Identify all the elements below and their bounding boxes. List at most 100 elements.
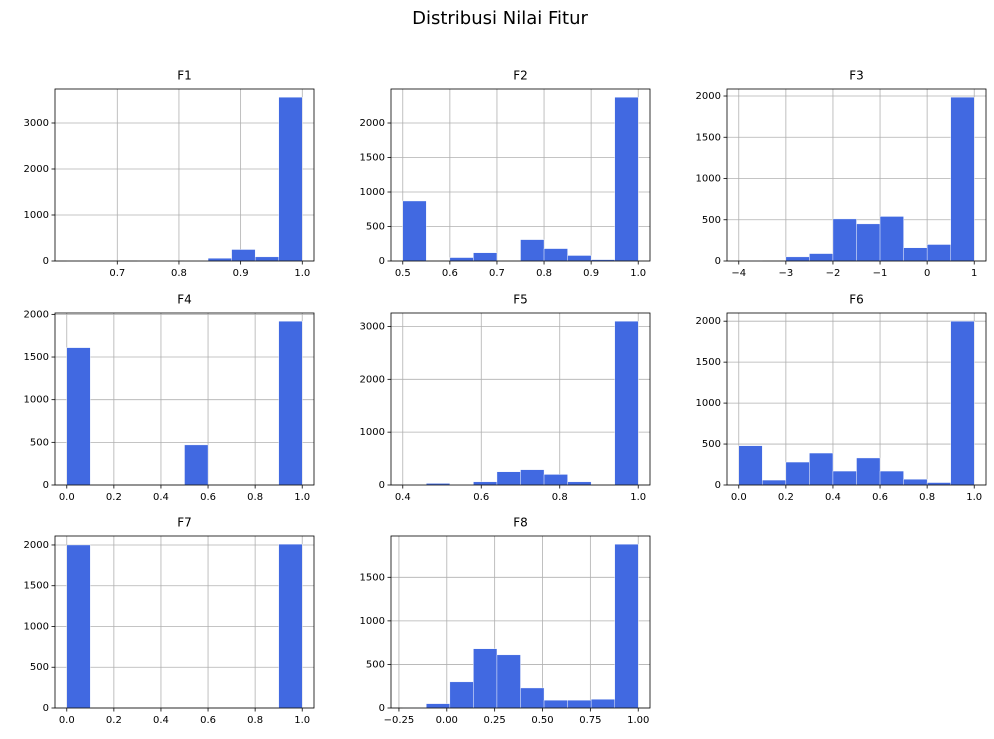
bar — [520, 687, 545, 709]
bar — [926, 244, 951, 262]
bar — [614, 543, 639, 709]
y-tick-label: 1000 — [24, 621, 49, 632]
y-tick-label: 500 — [702, 215, 721, 226]
bar — [254, 256, 279, 262]
bar — [231, 249, 256, 262]
x-tick-label: 0.0 — [59, 492, 75, 503]
x-tick-label: 0.8 — [919, 492, 935, 503]
bar — [856, 223, 881, 262]
axes-frame — [54, 312, 315, 486]
x-tick-label: 1.0 — [966, 492, 982, 503]
subplot-title: F7 — [177, 516, 192, 530]
y-tick-label: 1500 — [696, 132, 721, 143]
y-tick-label: 2000 — [696, 91, 721, 102]
x-tick-label: 0.9 — [233, 268, 249, 279]
y-tick-label: 0 — [43, 480, 49, 491]
bar — [449, 257, 474, 262]
x-tick-label: 0.2 — [106, 492, 122, 503]
x-tick-label: −2 — [826, 268, 841, 279]
figure-title: Distribusi Nilai Fitur — [412, 8, 588, 29]
x-tick-label: 0.50 — [531, 715, 553, 726]
x-tick-label: 0.8 — [247, 492, 263, 503]
bar — [832, 218, 857, 262]
x-tick-label: 0.2 — [106, 715, 122, 726]
bar — [402, 200, 427, 262]
y-tick-label: 0 — [379, 703, 385, 714]
x-tick-label: 0.7 — [109, 268, 125, 279]
bar — [278, 543, 303, 709]
subplot-title: F5 — [513, 293, 528, 307]
bar — [543, 248, 568, 262]
bar — [738, 445, 763, 486]
x-tick-label: 1.0 — [630, 492, 646, 503]
bar — [520, 239, 545, 262]
axes-frame — [54, 88, 315, 262]
x-tick-label: 0.6 — [442, 268, 458, 279]
y-tick-label: 1500 — [24, 352, 49, 363]
bar — [184, 444, 209, 486]
bar — [543, 474, 568, 486]
axes-frame — [726, 312, 987, 486]
bar — [856, 457, 881, 486]
subplot-title: F3 — [849, 69, 864, 83]
x-tick-label: −0.25 — [384, 715, 415, 726]
y-tick-label: 0 — [379, 256, 385, 267]
y-tick-label: 500 — [366, 659, 385, 670]
bar — [520, 469, 545, 486]
x-tick-label: 0.6 — [872, 492, 888, 503]
y-tick-label: 500 — [702, 439, 721, 450]
y-tick-label: 2000 — [24, 164, 49, 175]
y-tick-label: 2000 — [360, 374, 385, 385]
x-tick-label: 0.6 — [200, 715, 216, 726]
x-tick-label: 0.7 — [489, 268, 505, 279]
bar — [496, 654, 521, 709]
bar — [66, 544, 91, 709]
y-tick-label: 1000 — [24, 210, 49, 221]
x-tick-label: 0.0 — [59, 715, 75, 726]
bar — [785, 461, 810, 486]
bar — [879, 216, 904, 262]
bar — [66, 347, 91, 486]
y-tick-label: 1000 — [24, 395, 49, 406]
bar — [762, 479, 787, 486]
bar — [449, 681, 474, 709]
y-tick-label: 2000 — [24, 309, 49, 320]
bar — [950, 96, 975, 262]
y-tick-label: 0 — [43, 703, 49, 714]
x-tick-label: 0.4 — [153, 492, 169, 503]
x-tick-label: 1.0 — [294, 492, 310, 503]
y-tick-label: 1500 — [696, 357, 721, 368]
y-tick-label: 500 — [366, 222, 385, 233]
subplot-title: F2 — [513, 69, 528, 83]
y-tick-label: 1000 — [696, 174, 721, 185]
y-tick-label: 1500 — [360, 153, 385, 164]
y-tick-label: 3000 — [360, 321, 385, 332]
x-tick-label: −3 — [778, 268, 793, 279]
bar — [785, 256, 810, 262]
axes-frame — [390, 535, 651, 709]
x-tick-label: 0.25 — [484, 715, 506, 726]
x-tick-label: 0.4 — [395, 492, 411, 503]
axes-frame — [54, 535, 315, 709]
y-tick-label: 2000 — [360, 118, 385, 129]
axes-frame — [390, 88, 651, 262]
bar — [278, 96, 303, 262]
x-tick-label: 0.4 — [153, 715, 169, 726]
x-tick-label: 0.8 — [171, 268, 187, 279]
bar — [207, 258, 232, 262]
x-tick-label: 0.8 — [536, 268, 552, 279]
y-tick-label: 0 — [379, 480, 385, 491]
x-tick-label: 0.2 — [778, 492, 794, 503]
x-tick-label: 0.8 — [552, 492, 568, 503]
axes-frame — [726, 88, 987, 262]
bar — [567, 481, 592, 486]
x-tick-label: −4 — [731, 268, 746, 279]
y-tick-label: 0 — [715, 256, 721, 267]
bar — [809, 452, 834, 486]
x-tick-label: 0.6 — [200, 492, 216, 503]
y-tick-label: 1500 — [24, 581, 49, 592]
x-tick-label: 0 — [924, 268, 930, 279]
subplot-title: F6 — [849, 293, 864, 307]
bar — [879, 470, 904, 486]
